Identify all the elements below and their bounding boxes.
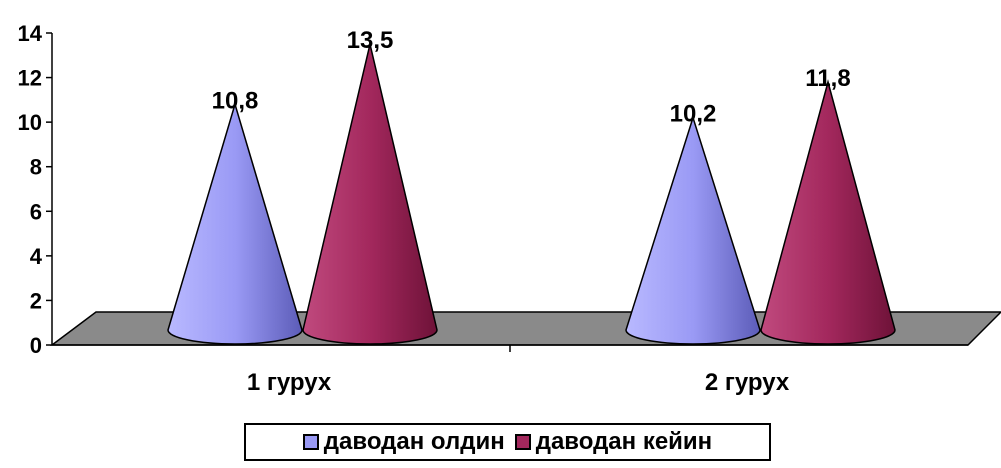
legend-label-before: даводан олдин (323, 428, 505, 455)
legend-item-before: даводан олдин (302, 428, 505, 456)
y-tick-label: 12 (18, 66, 42, 91)
y-tick-label: 8 (30, 155, 42, 180)
y-tick-label: 0 (30, 333, 42, 358)
cone-after-group-1 (302, 43, 438, 345)
y-tick-label: 14 (18, 21, 43, 46)
legend-swatch-after (514, 434, 531, 450)
cone-after-group-2 (760, 79, 896, 345)
y-tick-label: 6 (30, 199, 42, 224)
y-tick-label: 4 (30, 244, 43, 269)
category-label: 1 гурух (247, 369, 332, 396)
data-label: 10,8 (212, 87, 259, 114)
category-label: 2 гурух (705, 369, 790, 396)
cone-before-group-1 (167, 101, 303, 345)
data-label: 10,2 (670, 101, 717, 128)
data-label: 13,5 (347, 27, 394, 54)
data-label: 11,8 (805, 65, 850, 92)
y-tick-label: 2 (30, 288, 42, 313)
legend: даводан олдин даводан кейин (244, 423, 771, 461)
y-tick-label: 10 (18, 110, 42, 135)
cone-before-group-2 (625, 115, 761, 345)
legend-swatch-before (302, 434, 319, 450)
legend-label-after: даводан кейин (535, 428, 713, 455)
legend-item-after: даводан кейин (514, 428, 713, 456)
